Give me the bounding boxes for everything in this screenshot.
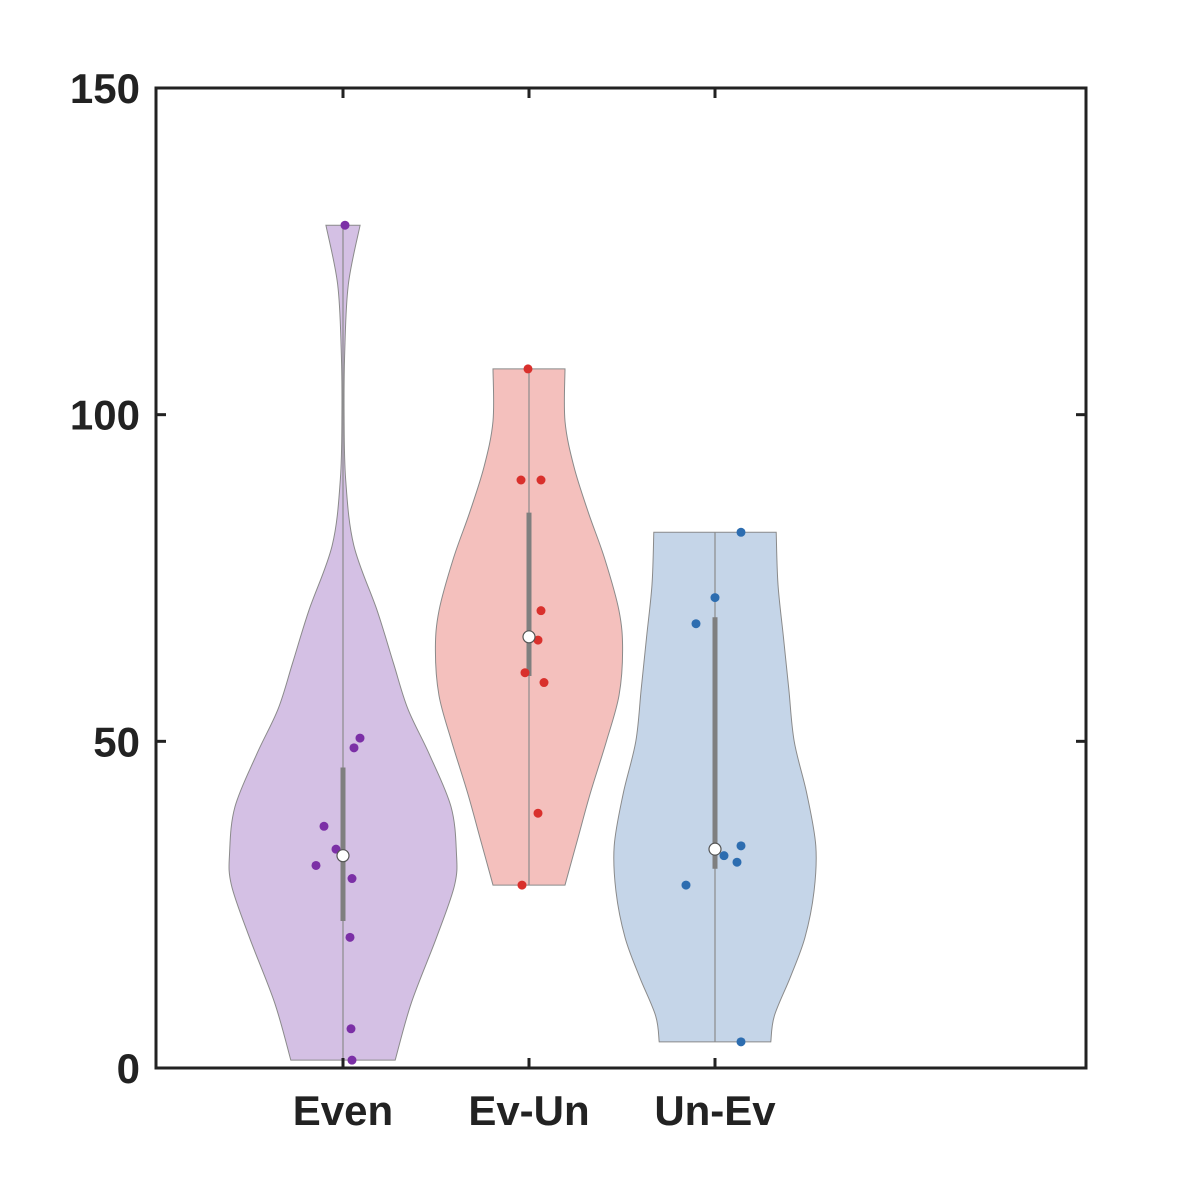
y-tick-label: 50 xyxy=(93,718,140,765)
data-point xyxy=(736,1037,746,1047)
y-tick-label: 0 xyxy=(117,1045,140,1092)
violin-ev-un xyxy=(434,364,624,890)
data-point xyxy=(520,668,530,678)
x-axis: Even Ev-Un Un-Ev xyxy=(293,88,776,1134)
data-point xyxy=(691,619,701,629)
data-point xyxy=(539,678,549,688)
y-axis: 0 50 100 150 xyxy=(70,65,1086,1092)
data-point xyxy=(516,475,526,485)
data-point xyxy=(517,880,527,890)
data-point xyxy=(536,606,546,616)
data-point xyxy=(340,220,350,230)
category-label: Un-Ev xyxy=(654,1087,776,1134)
data-point xyxy=(349,743,359,753)
data-point xyxy=(536,475,546,485)
axes-layer xyxy=(154,86,1088,1070)
data-point xyxy=(681,880,691,890)
data-point xyxy=(347,1055,357,1065)
category-label: Even xyxy=(293,1087,393,1134)
data-point xyxy=(533,808,543,818)
data-point xyxy=(533,635,543,645)
data-point xyxy=(736,527,746,537)
data-point xyxy=(719,851,729,861)
violins-layer xyxy=(228,220,817,1065)
data-point xyxy=(732,857,742,867)
median-marker xyxy=(522,630,536,644)
plot-frame xyxy=(154,86,1088,1070)
category-label: Ev-Un xyxy=(468,1087,589,1134)
median-marker xyxy=(336,849,350,863)
data-point xyxy=(347,874,357,884)
data-point xyxy=(345,932,355,942)
data-point xyxy=(523,364,533,374)
data-point xyxy=(319,821,329,831)
data-point xyxy=(710,593,720,603)
data-point xyxy=(355,733,365,743)
y-tick-label: 100 xyxy=(70,392,140,439)
data-point xyxy=(346,1024,356,1034)
data-point xyxy=(736,841,746,851)
median-marker xyxy=(708,842,722,856)
violin-un-ev xyxy=(613,527,817,1047)
violin-even xyxy=(228,220,458,1065)
y-tick-label: 150 xyxy=(70,65,140,112)
data-point xyxy=(311,860,321,870)
